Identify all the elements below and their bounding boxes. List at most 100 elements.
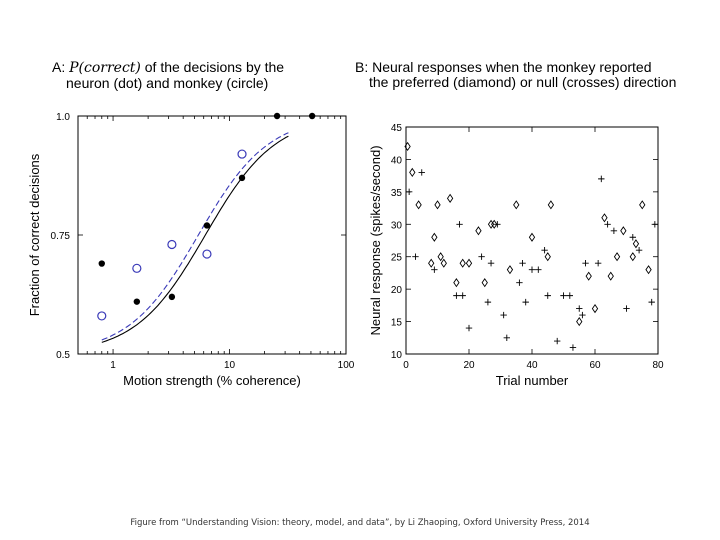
chart-b-null-cross bbox=[484, 298, 492, 306]
chart-b-null-cross bbox=[560, 292, 567, 299]
chart-b-x-tick-label: 40 bbox=[526, 360, 538, 371]
chart-b-null-cross bbox=[522, 298, 529, 306]
figure-caption: Figure from “Understanding Vision: theor… bbox=[130, 518, 590, 528]
chart-b-null-cross bbox=[405, 188, 413, 196]
chart-b-null-cross bbox=[459, 292, 466, 299]
chart-b-y-tick-label: 10 bbox=[391, 350, 403, 361]
chart-a-y-tick-label: 0.75 bbox=[51, 231, 71, 242]
chart-a-y-tick-label: 1.0 bbox=[56, 112, 70, 123]
chart-b-null-cross bbox=[544, 292, 551, 299]
chart-b-null-cross bbox=[431, 266, 438, 273]
chart-b-null-cross bbox=[519, 260, 526, 267]
chart-b-null-cross bbox=[582, 260, 589, 267]
chart-b-null-cross bbox=[453, 292, 460, 299]
chart-b-title: B: Neural responses when the monkey repo… bbox=[355, 60, 676, 90]
chart-b-preferred-diamond bbox=[528, 232, 536, 242]
chart-a-neuron-dot bbox=[203, 222, 211, 229]
chart-b-preferred-diamond bbox=[576, 316, 583, 327]
chart-a-monkey-fit-curve bbox=[101, 132, 289, 341]
chart-a-title-prefix: A: bbox=[52, 59, 66, 75]
chart-b-preferred-diamond bbox=[434, 200, 441, 210]
chart-b-null-cross bbox=[566, 292, 573, 299]
chart-b-null-cross bbox=[579, 311, 586, 319]
chart-b-preferred-diamond bbox=[446, 193, 454, 203]
chart-b-null-cross bbox=[576, 305, 583, 312]
chart-b-null-cross bbox=[648, 298, 655, 306]
chart-a-title-suffix: of the decisions by the bbox=[144, 59, 285, 75]
chart-b-null-cross bbox=[456, 221, 463, 228]
chart-b-preferred-diamond bbox=[440, 258, 447, 268]
chart-b-x-tick-label: 20 bbox=[463, 360, 475, 371]
chart-a-x-tick-label: 10 bbox=[224, 360, 236, 371]
chart-b-preferred-diamond bbox=[453, 278, 460, 288]
chart-b-preferred-diamond bbox=[481, 278, 488, 288]
chart-a-monkey-circle bbox=[132, 263, 142, 273]
chart-b-preferred-diamond bbox=[506, 265, 514, 275]
chart-a-neuron-dot bbox=[98, 260, 105, 267]
chart-b-null-cross bbox=[610, 227, 618, 234]
chart-b-y-tick-label: 20 bbox=[391, 285, 403, 296]
chart-b-preferred-diamond bbox=[475, 226, 482, 236]
chart-b-null-cross bbox=[478, 253, 485, 260]
chart-b-title-line1: B: Neural responses when the monkey repo… bbox=[355, 59, 652, 75]
chart-a-x-tick-label: 1 bbox=[110, 360, 116, 371]
chart-b-null-cross bbox=[503, 334, 510, 341]
chart-b-preferred-diamond bbox=[428, 258, 435, 268]
chart-b-null-cross bbox=[412, 253, 419, 260]
chart-b-y-tick-label: 40 bbox=[391, 155, 403, 166]
chart-b-preferred-diamond bbox=[544, 252, 551, 262]
chart-a-neuron-dot bbox=[308, 112, 316, 120]
chart-b-null-cross bbox=[604, 221, 611, 228]
chart-a-monkey-circle bbox=[202, 249, 212, 259]
chart-b-x-axis-label: Trial number bbox=[496, 373, 569, 388]
chart-b-null-cross bbox=[528, 266, 536, 273]
chart-a-title-math: P(correct) bbox=[69, 60, 141, 76]
chart-b-preferred-diamond bbox=[585, 271, 592, 281]
chart-b-preferred-diamond bbox=[404, 141, 411, 152]
chart-b-y-tick-label: 25 bbox=[391, 253, 403, 264]
chart-b-preferred-diamond bbox=[409, 167, 416, 177]
chart-b-preferred-diamond bbox=[437, 252, 444, 262]
chart-b-null-cross bbox=[465, 324, 473, 332]
chart-b-preferred-diamond bbox=[431, 232, 438, 242]
chart-b-null-cross bbox=[598, 175, 605, 183]
chart-b-preferred-diamond bbox=[491, 219, 498, 229]
chart-a-neuron-dot bbox=[238, 174, 246, 182]
chart-b-null-cross bbox=[594, 260, 602, 267]
chart-b-null-cross bbox=[500, 311, 507, 319]
chart-b-y-tick-label: 30 bbox=[391, 220, 403, 231]
chart-a-y-tick-label: 0.5 bbox=[56, 350, 70, 361]
chart-b-preferred-diamond bbox=[607, 271, 614, 281]
chart-b-preferred-diamond bbox=[465, 258, 473, 268]
chart-a-y-axis-label: Fraction of correct decisions bbox=[27, 153, 42, 316]
chart-a-x-tick-label: 100 bbox=[338, 360, 355, 371]
chart-b-preferred-diamond bbox=[601, 213, 608, 223]
chart-b-preferred-diamond bbox=[513, 200, 520, 210]
chart-a-monkey-circle bbox=[167, 239, 177, 250]
chart-a-monkey-circle bbox=[237, 149, 247, 159]
chart-b-y-tick-label: 45 bbox=[391, 123, 403, 134]
chart-b-preferred-diamond bbox=[629, 252, 636, 262]
chart-b-preferred-diamond bbox=[645, 265, 652, 275]
chart-b-preferred-diamond bbox=[613, 252, 621, 262]
chart-b-preferred-diamond bbox=[459, 258, 466, 268]
chart-b-preferred-diamond bbox=[620, 226, 627, 236]
chart-a-title: A: P(correct) of the decisions by the ne… bbox=[52, 60, 284, 91]
chart-a-neuron-dot bbox=[133, 298, 141, 305]
chart-b-x-tick-label: 60 bbox=[589, 360, 601, 371]
chart-b-title-line2: the preferred (diamond) or null (crosses… bbox=[369, 74, 677, 90]
chart-b-preferred-diamond bbox=[632, 239, 640, 249]
chart-b-null-cross bbox=[623, 305, 630, 312]
chart-a-neuron-fit-curve bbox=[101, 135, 289, 343]
chart-b-null-cross bbox=[635, 247, 643, 254]
chart-b-null-cross bbox=[629, 234, 636, 241]
chart-b-y-tick-label: 35 bbox=[391, 188, 403, 199]
chart-b-null-cross bbox=[494, 221, 501, 228]
chart-b-x-tick-label: 0 bbox=[403, 360, 409, 371]
chart-b-null-cross bbox=[554, 337, 561, 345]
chart-b-y-axis-label: Neural response (spikes/second) bbox=[368, 145, 383, 335]
chart-b-preferred-diamond bbox=[415, 200, 422, 210]
chart-a-monkey-circle bbox=[97, 311, 107, 321]
